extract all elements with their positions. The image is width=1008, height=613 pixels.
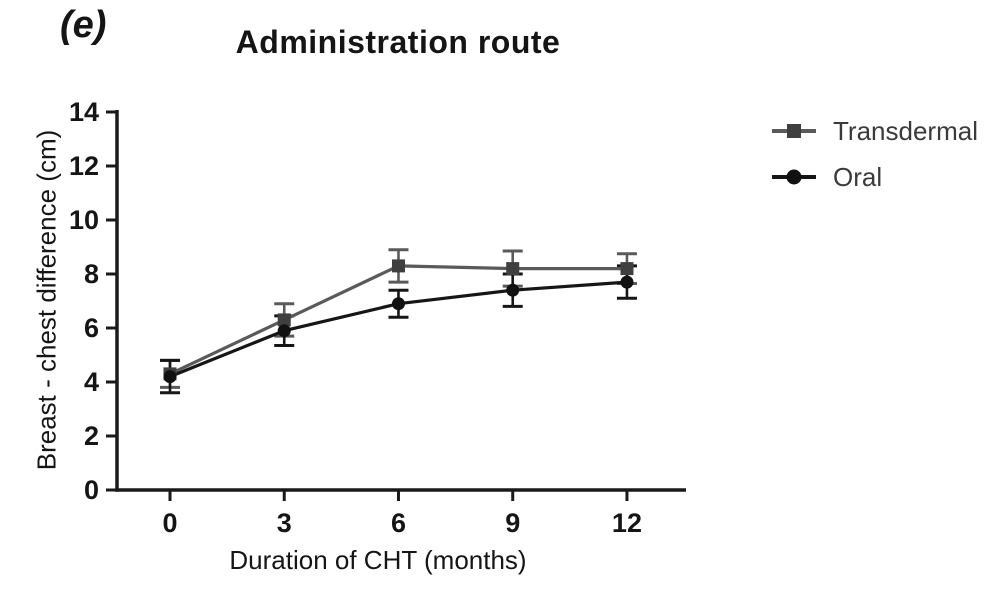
oral-marker [163, 370, 177, 384]
x-tick-label: 9 [505, 508, 520, 538]
x-tick-label: 6 [391, 508, 406, 538]
legend: Transdermal Oral [770, 118, 978, 190]
x-tick-label: 3 [277, 508, 292, 538]
oral-circle-marker-icon [772, 169, 816, 185]
transdermal-marker [277, 313, 291, 327]
chart-title: Administration route [235, 24, 561, 60]
y-tick-label: 8 [84, 259, 99, 289]
panel-label: (e) [60, 4, 107, 46]
y-tick-label: 10 [69, 205, 99, 235]
transdermal-marker [620, 262, 634, 276]
x-tick-label: 12 [612, 508, 642, 538]
y-tick-label: 0 [84, 475, 99, 505]
y-tick-label: 2 [84, 421, 99, 451]
oral-marker [277, 324, 291, 338]
legend-label-transdermal: Transdermal [833, 116, 978, 146]
legend-label-oral: Oral [833, 162, 883, 192]
y-tick-label: 14 [69, 97, 99, 127]
oral-marker [506, 283, 520, 297]
legend-item-oral: Oral [770, 164, 978, 190]
oral-marker [620, 275, 634, 289]
transdermal-marker [391, 259, 405, 273]
oral-marker [391, 297, 405, 311]
transdermal-square-marker-icon [772, 124, 816, 138]
x-tick-label: 0 [162, 508, 177, 538]
x-axis-title: Duration of CHT (months) [229, 545, 527, 575]
legend-item-transdermal: Transdermal [770, 118, 978, 144]
y-tick-label: 4 [84, 367, 99, 397]
transdermal-marker [506, 262, 520, 276]
y-tick-label: 12 [69, 151, 99, 181]
y-tick-label: 6 [84, 313, 99, 343]
